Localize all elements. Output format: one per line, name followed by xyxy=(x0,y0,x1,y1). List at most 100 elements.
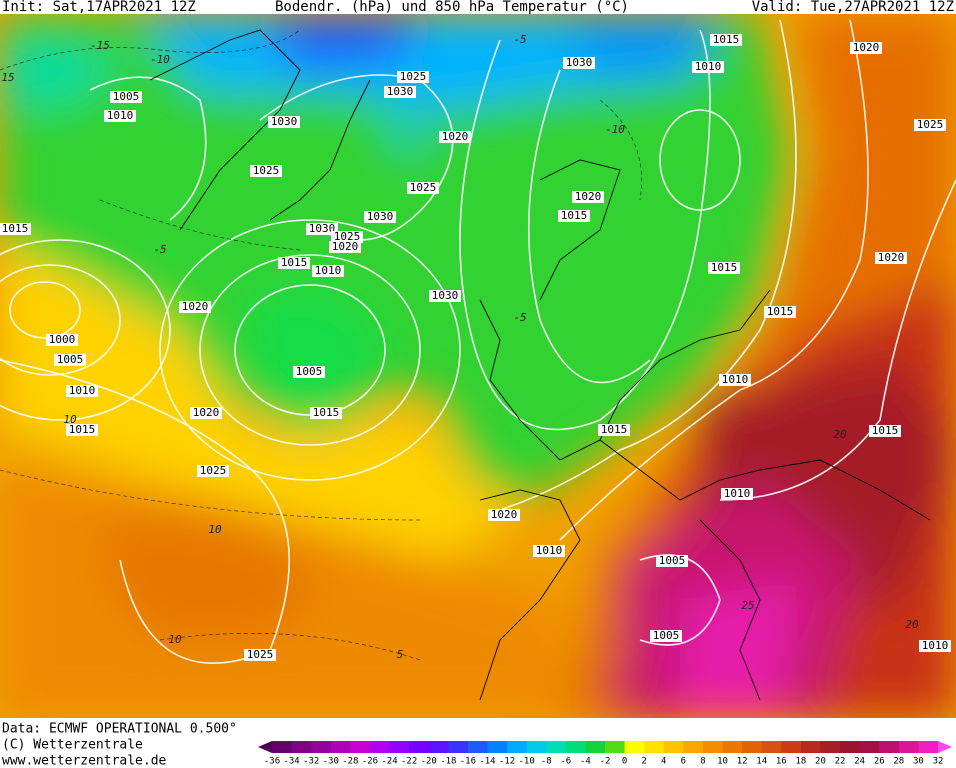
isobar-label: 1020 xyxy=(575,190,602,203)
scale-box xyxy=(918,741,939,753)
isobar-label: 1005 xyxy=(659,554,686,567)
scale-box xyxy=(683,741,704,753)
isobar-label: 1015 xyxy=(601,423,628,436)
scale-box xyxy=(467,741,488,753)
scale-box xyxy=(428,741,449,753)
temperature-label: 5 xyxy=(397,648,404,661)
scale-tick-label: 4 xyxy=(661,757,666,767)
isobar-label-box xyxy=(66,424,98,436)
isobar-label: 1010 xyxy=(922,639,949,652)
scale-tick-label: 6 xyxy=(681,757,686,767)
copyright: (C) Wetterzentrale xyxy=(2,738,143,753)
scale-box xyxy=(350,741,371,753)
isobar-label: 1025 xyxy=(253,164,280,177)
isobar-label-box xyxy=(54,354,86,366)
temperature-label: -5 xyxy=(513,311,526,324)
isobar-label-box xyxy=(650,630,682,642)
scale-tick-label: 26 xyxy=(874,757,885,767)
temperature-label: -10 xyxy=(605,123,625,136)
isobar-label: 1020 xyxy=(193,406,220,419)
isobar-label-box xyxy=(710,34,742,46)
init-time: Init: Sat,17APR2021 12Z xyxy=(2,0,196,15)
scale-tick-label: -2 xyxy=(600,757,611,767)
isobar-label: 1030 xyxy=(367,210,394,223)
isobar-label-box xyxy=(875,252,907,264)
scale-tick-label: 30 xyxy=(913,757,924,767)
isobar-label-box xyxy=(384,86,416,98)
isobar-label-box xyxy=(244,649,276,661)
scale-tick-label: 0 xyxy=(622,757,627,767)
scale-tick-label: 28 xyxy=(893,757,904,767)
isobar-label: 1010 xyxy=(695,60,722,73)
isobar-label-box xyxy=(572,191,604,203)
scale-box xyxy=(448,741,469,753)
temperature-label: 10 xyxy=(168,633,182,646)
scale-box xyxy=(565,741,586,753)
scale-box xyxy=(546,741,567,753)
isobar-label: 1025 xyxy=(247,648,274,661)
scale-box xyxy=(311,741,332,753)
isobar-label: 1025 xyxy=(200,464,227,477)
scale-tick-label: -14 xyxy=(479,757,495,767)
scale-box xyxy=(526,741,547,753)
isobar-label-box xyxy=(407,182,439,194)
scale-tick-label: -32 xyxy=(303,757,319,767)
isobar-label: 1010 xyxy=(315,264,342,277)
scale-tick-label: -6 xyxy=(560,757,571,767)
scale-box xyxy=(800,741,821,753)
temperature-label: 10 xyxy=(63,413,77,426)
isobar-label: 1025 xyxy=(410,181,437,194)
isobar-label: 1015 xyxy=(872,424,899,437)
scale-box xyxy=(369,741,391,753)
isobar-label-box xyxy=(331,231,363,243)
isobar-label-box xyxy=(563,57,595,69)
color-scale: -36 -34 -32 -30 -28 -26 -24 -22 -20 -18 -16 -14 -12-… xyxy=(258,741,952,767)
isobar-label-box xyxy=(179,301,211,313)
isobar-label-box xyxy=(850,42,882,54)
isobar-label-box xyxy=(250,165,282,177)
scale-tick-label: -36 xyxy=(264,757,280,767)
isobar-label: 1015 xyxy=(2,222,29,235)
isobar-label: 1010 xyxy=(107,109,134,122)
scale-tick-label: 14 xyxy=(756,757,767,767)
isobar-label: 1030 xyxy=(271,115,298,128)
scale-box xyxy=(644,741,665,753)
isobar-label-box xyxy=(429,290,461,302)
isobar-label-box xyxy=(0,223,31,235)
scale-box xyxy=(820,741,841,753)
temperature-label: -5 xyxy=(153,243,166,256)
temperature-label: 25 xyxy=(741,599,754,612)
temperature-label: -10 xyxy=(150,53,170,66)
isobar-label-box xyxy=(310,407,342,419)
isobar-label: 1010 xyxy=(722,373,749,386)
isobar-label-box xyxy=(197,465,229,477)
isobar-label-box xyxy=(869,425,901,437)
scale-box xyxy=(487,741,508,753)
scale-tick-label: 16 xyxy=(776,757,787,767)
scale-tick-label: -16 xyxy=(460,757,476,767)
temperature-label: 20 xyxy=(905,618,919,631)
scale-box xyxy=(859,741,880,753)
scale-tick-label: -12 xyxy=(499,757,515,767)
temperature-label: 20 xyxy=(833,428,847,441)
isobar-label: 1010 xyxy=(724,487,751,500)
scale-arrow-low xyxy=(258,741,272,753)
scale-box xyxy=(879,741,900,753)
isobar-label: 1020 xyxy=(853,41,880,54)
scale-tick-label: -26 xyxy=(362,757,378,767)
isobar-label: 1015 xyxy=(767,305,794,318)
scale-box xyxy=(781,741,802,753)
isobar-label-box xyxy=(312,265,344,277)
scale-box xyxy=(272,741,293,753)
isobar-label-box xyxy=(278,257,310,269)
isobar-label-box xyxy=(110,91,142,103)
isobar-label-box xyxy=(306,223,338,235)
isobar-label: 1015 xyxy=(281,256,308,269)
isobar-label: 1025 xyxy=(334,230,361,243)
isobar-label: 1025 xyxy=(917,118,944,131)
temperature-label: 10 xyxy=(208,523,222,536)
isobar-label: 1020 xyxy=(442,130,469,143)
isobar-label: 1020 xyxy=(878,251,905,264)
